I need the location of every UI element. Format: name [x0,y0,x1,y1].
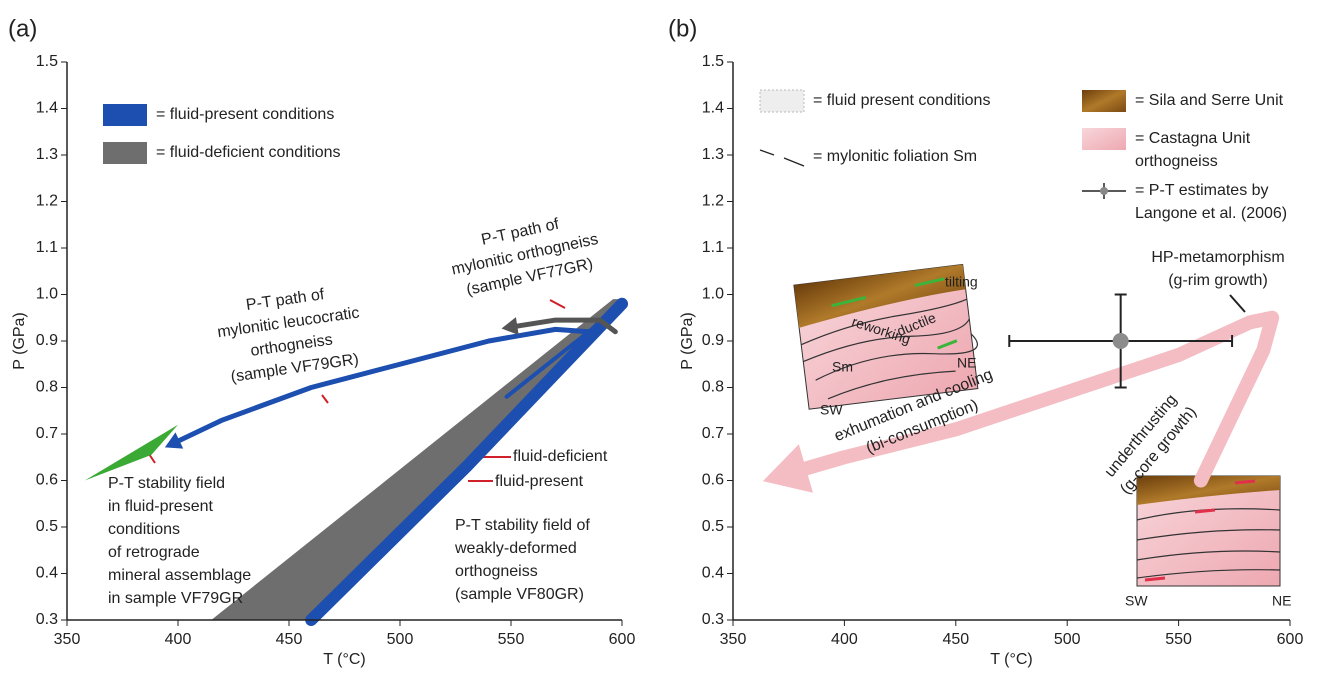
y-tick-label: 0.4 [36,565,58,582]
x-tick-label: 350 [54,631,81,648]
y-tick-label: 0.8 [702,379,724,396]
annotation: in fluid-present [108,498,214,515]
legend-label: = fluid-deficient conditions [156,144,341,161]
y-tick-label: 0.9 [36,332,58,349]
legend-swatch [1100,187,1108,195]
legend-swatch [103,142,147,164]
x-tick-label: 550 [498,631,525,648]
x-tick-label: 400 [165,631,192,648]
annotation: in sample VF79GR [108,590,243,607]
x-axis-label: T (°C) [990,651,1033,668]
y-tick-label: 0.7 [36,425,58,442]
y-axis-label: P (GPa) [679,312,696,370]
point [1113,333,1129,349]
annotation: mylonitic leucocratic [216,304,360,341]
x-tick-label: 550 [1165,631,1192,648]
legend-swatch [760,90,804,112]
annotation: fluid-present [495,473,584,490]
annotation: (sample VF80GR) [455,586,584,603]
y-tick-label: 0.8 [36,379,58,396]
y-axis-label: P (GPa) [11,312,28,370]
y-tick-label: 0.4 [702,565,724,582]
x-tick-label: 400 [831,631,858,648]
legend-swatch [784,158,804,166]
y-tick-label: 0.9 [702,332,724,349]
x-tick-label: 500 [1054,631,1081,648]
y-tick-label: 1.1 [702,239,724,256]
field [85,425,178,481]
y-tick-label: 0.7 [702,425,724,442]
inset-cross-section: SW NE [1125,476,1291,609]
x-tick-label: 600 [1277,631,1304,648]
y-tick-label: 0.5 [702,518,724,535]
x-axis-label: T (°C) [323,651,366,668]
legend-label: orthogneiss [1135,153,1218,170]
y-tick-label: 0.3 [36,611,58,628]
y-tick-label: 1.5 [36,53,58,70]
legend-swatch [1082,128,1126,150]
annotation: conditions [108,521,180,538]
arrow-head [502,317,519,335]
arrow-head [763,444,813,492]
annotation: HP-metamorphism [1151,249,1284,266]
annotation: fluid-deficient [513,448,608,465]
y-tick-label: 1.1 [36,239,58,256]
leader-line [1230,295,1245,312]
inset-label: Sm [832,359,853,375]
inset-label: NE [957,355,976,371]
annotation: P-T stability field [108,475,225,492]
panel-label: (a) [8,15,37,42]
annotation: (g-rim growth) [1168,272,1268,289]
x-tick-label: 600 [609,631,636,648]
y-tick-label: 1.2 [702,193,724,210]
annotation: weakly-deformed [454,540,577,557]
legend-swatch [1082,90,1126,112]
figure: tilting ductile reworking Sm NE SW SW NE… [0,0,1336,677]
y-tick-label: 0.6 [36,472,58,489]
y-tick-label: 0.3 [702,611,724,628]
legend-label: Langone et al. (2006) [1135,205,1287,222]
legend-swatch [760,150,774,155]
annotation: of retrograde [108,544,200,561]
y-tick-label: 0.6 [702,472,724,489]
y-tick-label: 1.2 [36,193,58,210]
y-tick-label: 1.0 [702,286,724,303]
annotation: mineral assemblage [108,567,251,584]
inset-label: NE [1272,593,1291,609]
x-tick-label: 450 [276,631,303,648]
y-tick-label: 0.5 [36,518,58,535]
y-tick-label: 1.3 [702,146,724,163]
legend-label: = fluid-present conditions [156,106,334,123]
y-tick-label: 1.3 [36,146,58,163]
legend-label: = mylonitic foliation Sm [813,148,977,165]
legend-label: = Castagna Unit [1135,130,1251,147]
y-tick-label: 1.5 [702,53,724,70]
annotation: P-T stability field of [455,517,590,534]
legend-label: = P-T estimates by [1135,182,1269,199]
legend-label: = Sila and Serre Unit [1135,92,1284,109]
y-tick-label: 1.0 [36,286,58,303]
panel-label: (b) [668,15,697,42]
inset-label: tilting [945,274,978,290]
inset-label: SW [820,402,843,418]
inset-label: SW [1125,593,1148,609]
y-tick-label: 1.4 [36,100,58,117]
x-tick-label: 350 [720,631,747,648]
legend-label: = fluid present conditions [813,92,990,109]
y-tick-label: 1.4 [702,100,724,117]
legend-swatch [103,104,147,126]
x-tick-label: 450 [942,631,969,648]
annotation: orthogneiss [455,563,538,580]
x-tick-label: 500 [387,631,414,648]
